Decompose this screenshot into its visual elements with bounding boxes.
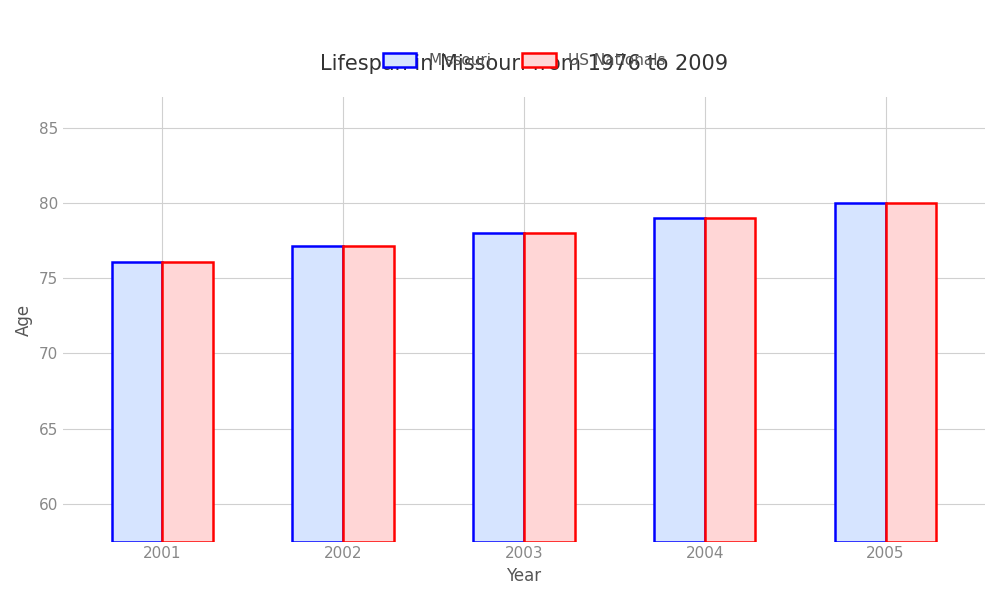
Bar: [654, 218, 705, 542]
Bar: [705, 218, 755, 542]
Y-axis label: Age: Age: [15, 304, 33, 335]
Bar: [886, 203, 936, 542]
Legend: Missouri, US Nationals: Missouri, US Nationals: [376, 47, 671, 74]
Bar: [162, 262, 213, 542]
Bar: [524, 233, 575, 542]
Bar: [835, 203, 886, 542]
Title: Lifespan in Missouri from 1976 to 2009: Lifespan in Missouri from 1976 to 2009: [320, 53, 728, 74]
Bar: [112, 262, 162, 542]
Bar: [473, 233, 524, 542]
Bar: [292, 247, 343, 542]
Bar: [343, 247, 394, 542]
X-axis label: Year: Year: [506, 567, 541, 585]
